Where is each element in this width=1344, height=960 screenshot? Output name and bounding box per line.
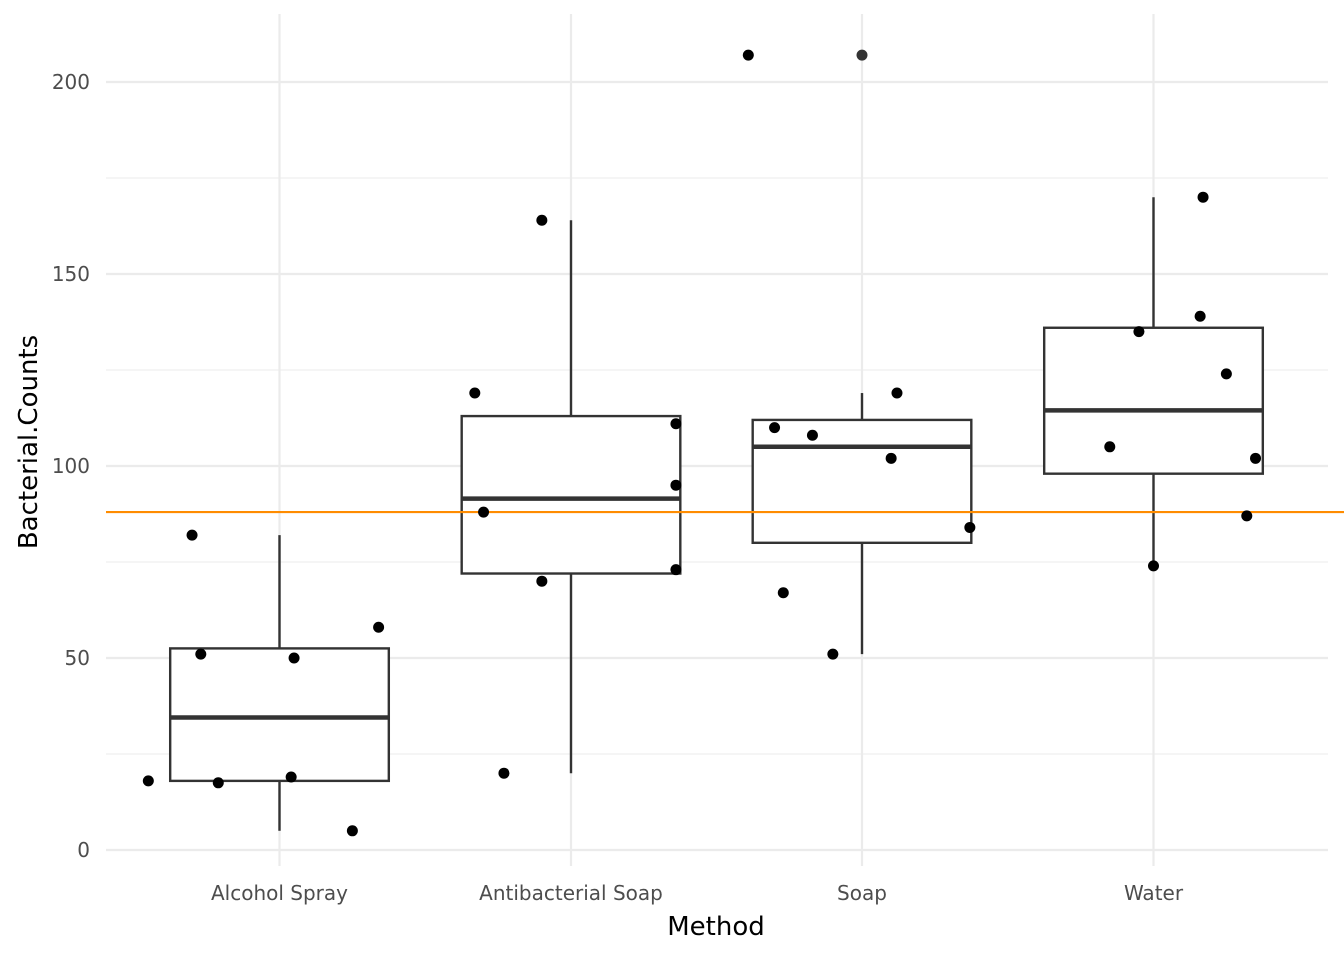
box-soap bbox=[751, 49, 973, 655]
data-point bbox=[536, 575, 548, 587]
y-axis-title: Bacterial.Counts bbox=[14, 335, 44, 549]
data-point bbox=[186, 529, 198, 541]
data-point bbox=[285, 771, 297, 783]
data-point bbox=[1220, 368, 1232, 380]
x-axis-tick-labels: Alcohol Spray Antibacterial Soap Soap Water bbox=[211, 881, 1184, 905]
data-point bbox=[1133, 326, 1145, 338]
x-tick-label: Water bbox=[1124, 881, 1184, 905]
data-point bbox=[885, 452, 897, 464]
box-iqr bbox=[751, 418, 973, 545]
x-axis-title: Method bbox=[667, 912, 765, 942]
data-point bbox=[1104, 441, 1116, 453]
y-tick-label: 150 bbox=[52, 262, 90, 286]
data-point bbox=[670, 479, 682, 491]
x-tick-label: Alcohol Spray bbox=[211, 881, 348, 905]
data-point bbox=[1197, 191, 1209, 203]
data-point bbox=[742, 49, 754, 61]
y-tick-label: 0 bbox=[77, 838, 90, 862]
data-point bbox=[1148, 560, 1159, 572]
box-iqr bbox=[168, 647, 391, 783]
data-point bbox=[769, 422, 781, 434]
data-point bbox=[212, 777, 224, 789]
y-axis-tick-labels: 0 50 100 150 200 bbox=[52, 70, 90, 862]
box-alcohol-spray bbox=[168, 535, 391, 831]
data-point bbox=[964, 521, 976, 533]
y-tick-label: 200 bbox=[52, 70, 90, 94]
data-point bbox=[1241, 510, 1253, 522]
data-point bbox=[670, 418, 682, 430]
data-point bbox=[498, 767, 510, 779]
data-point bbox=[1194, 310, 1206, 322]
data-point bbox=[806, 429, 818, 441]
box-antibacterial-soap bbox=[460, 220, 682, 774]
data-point bbox=[142, 775, 154, 787]
box-water bbox=[1042, 197, 1265, 566]
minor-gridlines bbox=[106, 177, 1328, 755]
data-point bbox=[469, 387, 481, 399]
outlier-point bbox=[856, 49, 868, 61]
x-tick-label: Antibacterial Soap bbox=[479, 881, 663, 905]
data-point bbox=[777, 587, 789, 599]
data-point bbox=[195, 648, 207, 660]
data-point bbox=[827, 648, 839, 660]
data-point bbox=[478, 506, 490, 518]
box-series bbox=[168, 49, 1265, 831]
data-point bbox=[373, 621, 385, 633]
jitter-points bbox=[142, 49, 1262, 837]
x-tick-label: Soap bbox=[837, 881, 887, 905]
y-tick-label: 100 bbox=[52, 454, 90, 478]
data-point bbox=[536, 214, 548, 226]
box-iqr bbox=[460, 414, 682, 575]
data-point bbox=[1250, 452, 1262, 464]
data-point bbox=[891, 387, 903, 399]
data-point bbox=[346, 825, 358, 837]
y-tick-label: 50 bbox=[65, 646, 90, 670]
data-point bbox=[670, 564, 682, 576]
data-point bbox=[288, 652, 300, 664]
box-iqr bbox=[1042, 326, 1265, 475]
